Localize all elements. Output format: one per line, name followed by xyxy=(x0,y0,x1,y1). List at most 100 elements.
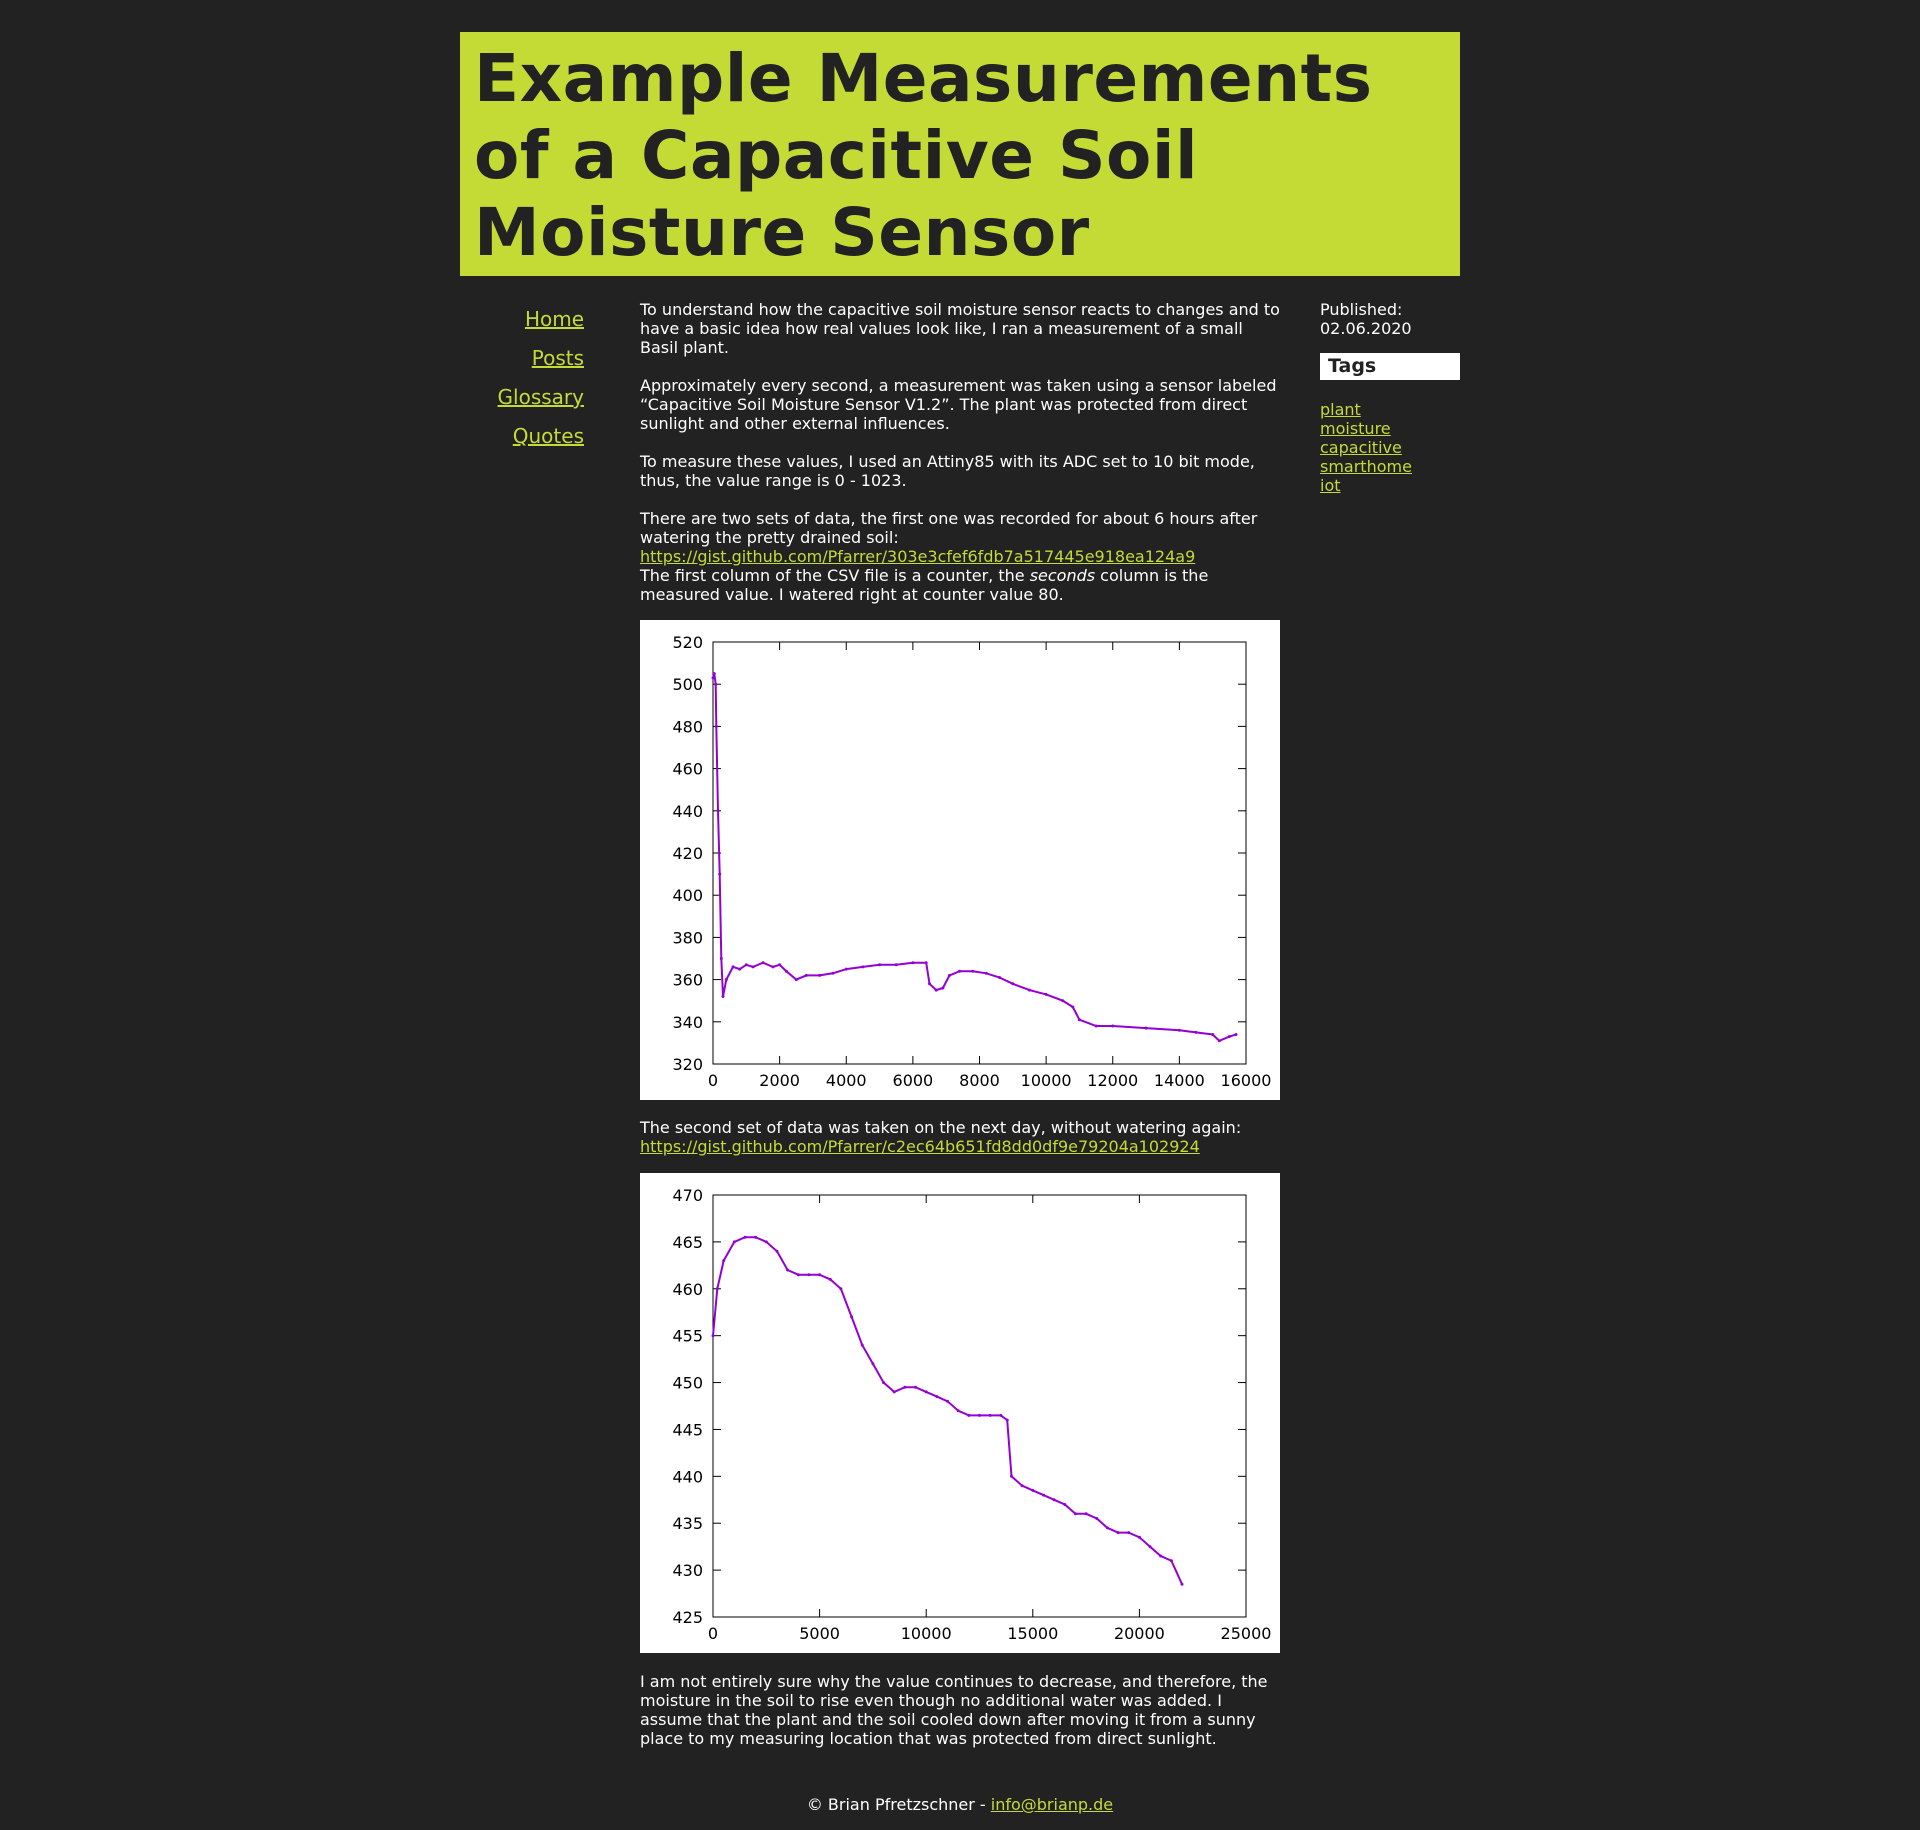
sidebar: Published: 02.06.2020 Tags plant moistur… xyxy=(1320,300,1460,495)
data-point xyxy=(831,971,835,975)
data-point xyxy=(771,965,775,969)
data-point xyxy=(722,1259,726,1263)
y-tick-label: 400 xyxy=(672,886,703,905)
data-point xyxy=(978,1413,981,1417)
paragraph-method: Approximately every second, a measuremen… xyxy=(640,376,1277,433)
data-point xyxy=(911,961,915,965)
published-date: 02.06.2020 xyxy=(1320,319,1412,338)
data-point xyxy=(958,969,961,973)
y-tick-label: 470 xyxy=(672,1186,703,1205)
data-point xyxy=(928,982,931,986)
x-tick-label: 0 xyxy=(708,1071,718,1090)
gist-link-2[interactable]: https://gist.github.com/Pfarrer/c2ec64b6… xyxy=(640,1137,1200,1156)
data-point xyxy=(1217,1039,1221,1043)
y-tick-label: 500 xyxy=(672,675,703,694)
data-point xyxy=(967,1413,971,1417)
data-point xyxy=(796,1273,800,1277)
data-point xyxy=(738,967,742,971)
data-point xyxy=(804,973,808,977)
data-point xyxy=(1073,1512,1077,1516)
tag-link-capacitive[interactable]: capacitive xyxy=(1320,438,1402,457)
paragraph-dataset-2: The second set of data was taken on the … xyxy=(640,1118,1280,1156)
data-point xyxy=(971,969,975,973)
paragraph-dataset-1: There are two sets of data, the first on… xyxy=(640,509,1280,604)
y-tick-label: 480 xyxy=(672,717,703,736)
data-point xyxy=(828,1277,832,1281)
nav-link-glossary[interactable]: Glossary xyxy=(497,385,584,409)
data-point xyxy=(946,1399,949,1403)
data-point xyxy=(1227,1035,1231,1039)
page-title: Example Measurements of a Capacitive Soi… xyxy=(474,40,1373,271)
data-point xyxy=(1071,1005,1075,1009)
y-tick-label: 420 xyxy=(672,844,703,863)
nav-link-quotes[interactable]: Quotes xyxy=(512,424,584,448)
dataset-2-intro: The second set of data was taken on the … xyxy=(640,1118,1242,1137)
plot-frame xyxy=(712,641,1247,1065)
data-point xyxy=(878,963,882,967)
y-tick-label: 460 xyxy=(672,760,703,779)
data-point xyxy=(764,1240,768,1244)
data-point xyxy=(716,809,720,813)
data-point xyxy=(1144,1026,1148,1030)
paragraph-intro: To understand how the capacitive soil mo… xyxy=(640,300,1280,357)
y-tick-label: 435 xyxy=(672,1514,703,1533)
data-point xyxy=(731,965,735,969)
dataset-1-desc-b: column is the measured value. I watered … xyxy=(640,566,1209,604)
y-tick-label: 460 xyxy=(672,1280,703,1299)
page-footer: © Brian Pfretzschner - info@brianp.de xyxy=(0,1795,1920,1814)
main-navigation: Home Posts Glossary Quotes xyxy=(460,300,584,456)
data-point xyxy=(719,957,723,960)
footer-copyright: © Brian Pfretzschner - xyxy=(806,1795,991,1814)
tag-link-moisture[interactable]: moisture xyxy=(1320,419,1391,438)
data-point xyxy=(984,971,988,975)
x-tick-label: 5000 xyxy=(799,1624,840,1643)
paragraph-adc: To measure these values, I used an Attin… xyxy=(640,452,1255,490)
data-point xyxy=(718,872,722,876)
x-tick-label: 6000 xyxy=(893,1071,934,1090)
data-point xyxy=(711,1334,715,1338)
x-tick-label: 14000 xyxy=(1154,1071,1205,1090)
footer-email-link[interactable]: info@brianp.de xyxy=(990,1795,1114,1814)
data-point xyxy=(998,976,1001,979)
data-point xyxy=(861,965,865,969)
tag-link-smarthome[interactable]: smarthome xyxy=(1320,457,1412,476)
x-tick-label: 16000 xyxy=(1221,1071,1272,1090)
data-point xyxy=(712,672,716,676)
series-line xyxy=(712,673,1237,1042)
data-point xyxy=(1105,1526,1109,1530)
data-point xyxy=(751,965,755,969)
data-point xyxy=(714,682,718,686)
data-point xyxy=(860,1343,864,1347)
data-point xyxy=(1028,988,1031,992)
y-tick-label: 455 xyxy=(672,1327,703,1346)
data-point xyxy=(818,1273,822,1277)
tag-link-plant[interactable]: plant xyxy=(1320,400,1361,419)
data-point xyxy=(1137,1535,1141,1539)
y-tick-label: 440 xyxy=(672,1467,703,1486)
data-point xyxy=(914,1385,917,1389)
data-point xyxy=(871,1362,875,1366)
data-point xyxy=(1052,1498,1056,1502)
data-point xyxy=(1148,1545,1152,1549)
data-point xyxy=(1177,1028,1181,1032)
data-point xyxy=(754,1235,758,1239)
data-point xyxy=(1061,999,1065,1003)
data-point xyxy=(1077,1018,1081,1022)
dataset-1-desc-a: The first column of the CSV file is a co… xyxy=(640,566,1030,585)
data-point xyxy=(1159,1554,1163,1558)
data-point xyxy=(714,724,718,728)
data-point xyxy=(744,963,748,967)
nav-link-posts[interactable]: Posts xyxy=(531,346,584,370)
article-body: To understand how the capacitive soil mo… xyxy=(640,300,1280,623)
data-point xyxy=(941,986,945,990)
y-tick-label: 430 xyxy=(672,1561,703,1580)
data-point xyxy=(1011,982,1015,986)
data-point xyxy=(1211,1033,1215,1036)
chart-dataset-1: 320 340 360 380 400 420 440 460 480 500 520 0 2000 40… xyxy=(640,620,1280,1100)
tag-link-iot[interactable]: iot xyxy=(1320,476,1341,495)
gist-link-1[interactable]: https://gist.github.com/Pfarrer/303e3cfe… xyxy=(640,547,1196,566)
data-point xyxy=(988,1413,992,1417)
nav-link-home[interactable]: Home xyxy=(524,307,584,331)
data-point xyxy=(1031,1488,1035,1492)
y-tick-label: 425 xyxy=(672,1608,703,1627)
